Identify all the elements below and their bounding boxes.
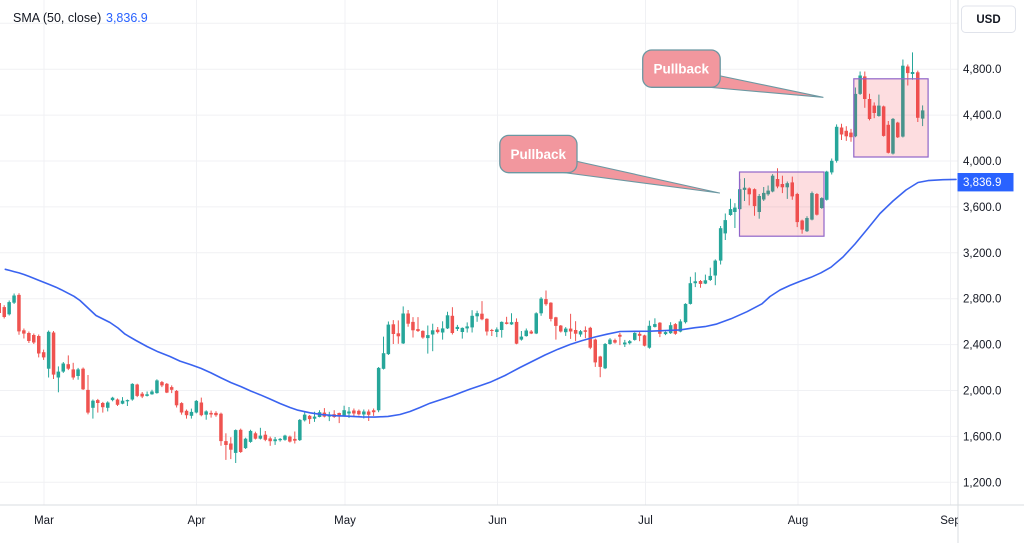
svg-text:4,800.0: 4,800.0 <box>963 64 1001 76</box>
svg-text:May: May <box>334 515 356 527</box>
svg-text:Jul: Jul <box>638 515 653 527</box>
svg-text:USD: USD <box>976 14 1000 26</box>
svg-text:1,600.0: 1,600.0 <box>963 431 1001 443</box>
svg-text:3,200.0: 3,200.0 <box>963 248 1001 260</box>
svg-text:Jun: Jun <box>488 515 507 527</box>
svg-text:4,000.0: 4,000.0 <box>963 156 1001 168</box>
svg-text:Apr: Apr <box>188 515 206 527</box>
svg-text:1,200.0: 1,200.0 <box>963 477 1001 489</box>
svg-text:Mar: Mar <box>34 515 54 527</box>
svg-text:SMA (50, close): SMA (50, close) <box>13 11 101 25</box>
svg-text:Pullback: Pullback <box>654 62 710 77</box>
svg-text:2,000.0: 2,000.0 <box>963 386 1001 398</box>
svg-text:3,836.9: 3,836.9 <box>963 177 1001 189</box>
svg-text:4,400.0: 4,400.0 <box>963 110 1001 122</box>
svg-text:Sep: Sep <box>940 515 960 527</box>
svg-text:2,400.0: 2,400.0 <box>963 340 1001 352</box>
svg-text:Pullback: Pullback <box>511 147 567 162</box>
svg-text:3,836.9: 3,836.9 <box>106 11 148 25</box>
svg-text:2,800.0: 2,800.0 <box>963 294 1001 306</box>
svg-text:3,600.0: 3,600.0 <box>963 202 1001 214</box>
svg-text:Aug: Aug <box>788 515 808 527</box>
